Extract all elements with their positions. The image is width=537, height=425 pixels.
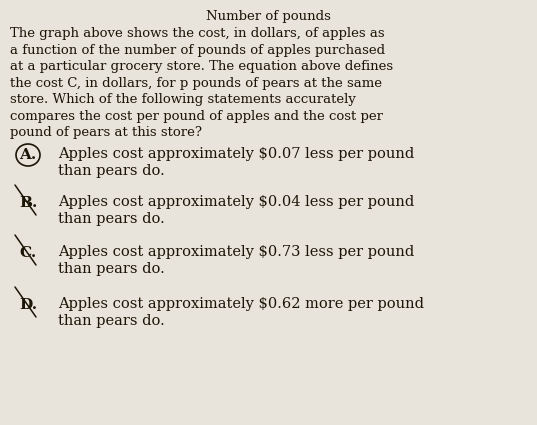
Text: Apples cost approximately $0.04 less per pound: Apples cost approximately $0.04 less per… [58, 195, 414, 209]
Text: than pears do.: than pears do. [58, 164, 165, 178]
Text: The graph above shows the cost, in dollars, of apples as: The graph above shows the cost, in dolla… [10, 27, 384, 40]
Text: Number of pounds: Number of pounds [206, 10, 331, 23]
Text: Apples cost approximately $0.62 more per pound: Apples cost approximately $0.62 more per… [58, 297, 424, 311]
Text: the cost C, in dollars, for p pounds of pears at the same: the cost C, in dollars, for p pounds of … [10, 76, 382, 90]
Text: a function of the number of pounds of apples purchased: a function of the number of pounds of ap… [10, 43, 385, 57]
Text: at a particular grocery store. The equation above defines: at a particular grocery store. The equat… [10, 60, 393, 73]
Text: pound of pears at this store?: pound of pears at this store? [10, 126, 202, 139]
Text: than pears do.: than pears do. [58, 314, 165, 328]
Text: store. Which of the following statements accurately: store. Which of the following statements… [10, 93, 356, 106]
Text: B.: B. [19, 196, 37, 210]
Text: than pears do.: than pears do. [58, 212, 165, 226]
Text: A.: A. [19, 148, 37, 162]
Text: than pears do.: than pears do. [58, 261, 165, 275]
Text: Apples cost approximately $0.07 less per pound: Apples cost approximately $0.07 less per… [58, 147, 414, 161]
Text: C.: C. [19, 246, 37, 260]
Text: Apples cost approximately $0.73 less per pound: Apples cost approximately $0.73 less per… [58, 245, 414, 259]
Text: compares the cost per pound of apples and the cost per: compares the cost per pound of apples an… [10, 110, 383, 122]
Text: D.: D. [19, 298, 37, 312]
